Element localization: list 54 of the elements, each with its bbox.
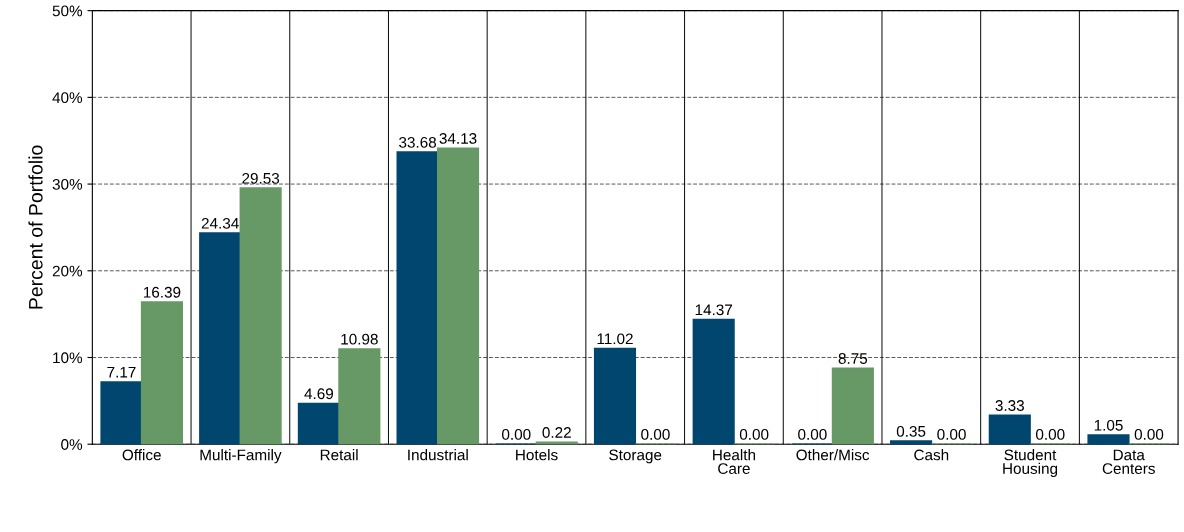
y-tick-label: 30% [52, 178, 83, 190]
bar [140, 301, 184, 445]
bar [396, 151, 439, 445]
bar [199, 232, 242, 445]
x-tick-label: Hotels [516, 449, 558, 461]
bar [831, 367, 874, 445]
data-label: 33.68 [399, 136, 437, 148]
bar [593, 347, 637, 445]
data-label: 1.05 [1094, 419, 1123, 431]
x-tick-label: Retail [320, 449, 358, 461]
data-label: 8.75 [838, 353, 868, 364]
data-label: 0.00 [937, 428, 966, 440]
data-label: 0.00 [1035, 428, 1065, 440]
bar [338, 348, 381, 445]
y-tick-label: 10% [53, 352, 83, 364]
data-label: 0.35 [896, 425, 926, 437]
bar [239, 187, 282, 445]
x-tick-label: Other/Misc [796, 449, 870, 461]
bar [692, 318, 735, 445]
x-tick-label: Health Care [713, 449, 756, 474]
data-label: 0.00 [641, 428, 670, 440]
data-label: 10.98 [341, 333, 378, 345]
data-label: 0.00 [502, 428, 531, 440]
y-tick-label: 40% [52, 92, 83, 104]
data-label: 34.13 [439, 133, 477, 144]
x-tick-label: Industrial [408, 449, 468, 461]
data-label: 0.00 [739, 428, 769, 440]
data-label: 3.33 [995, 400, 1024, 411]
data-label: 0.00 [1134, 428, 1164, 440]
data-label: 14.37 [695, 304, 733, 316]
x-tick-label: Office [122, 449, 161, 461]
data-label: 7.17 [107, 366, 136, 378]
bar [100, 381, 143, 445]
bar [436, 147, 480, 445]
x-tick-label: Data Centers [1102, 449, 1155, 474]
x-tick-label: Multi-Family [200, 449, 282, 464]
data-label: 24.34 [201, 217, 239, 229]
data-label: 16.39 [143, 286, 181, 298]
bar [1087, 434, 1130, 445]
y-axis-title: Percent of Portfolio [28, 145, 43, 309]
bar [988, 414, 1031, 445]
data-label: 4.69 [304, 388, 334, 400]
y-tick-label: 20% [52, 265, 83, 277]
data-label: 29.53 [242, 172, 280, 184]
data-label: 0.00 [798, 428, 827, 440]
y-tick-label: 0% [61, 439, 83, 450]
y-tick-label: 50% [52, 5, 83, 17]
data-label: 0.22 [542, 427, 571, 438]
data-label: 11.02 [597, 333, 633, 345]
x-tick-label: Cash [914, 449, 949, 461]
x-tick-label: Storage [609, 449, 662, 464]
x-tick-label: Student Housing [1003, 449, 1058, 478]
bar [297, 402, 340, 445]
bar [890, 440, 933, 445]
